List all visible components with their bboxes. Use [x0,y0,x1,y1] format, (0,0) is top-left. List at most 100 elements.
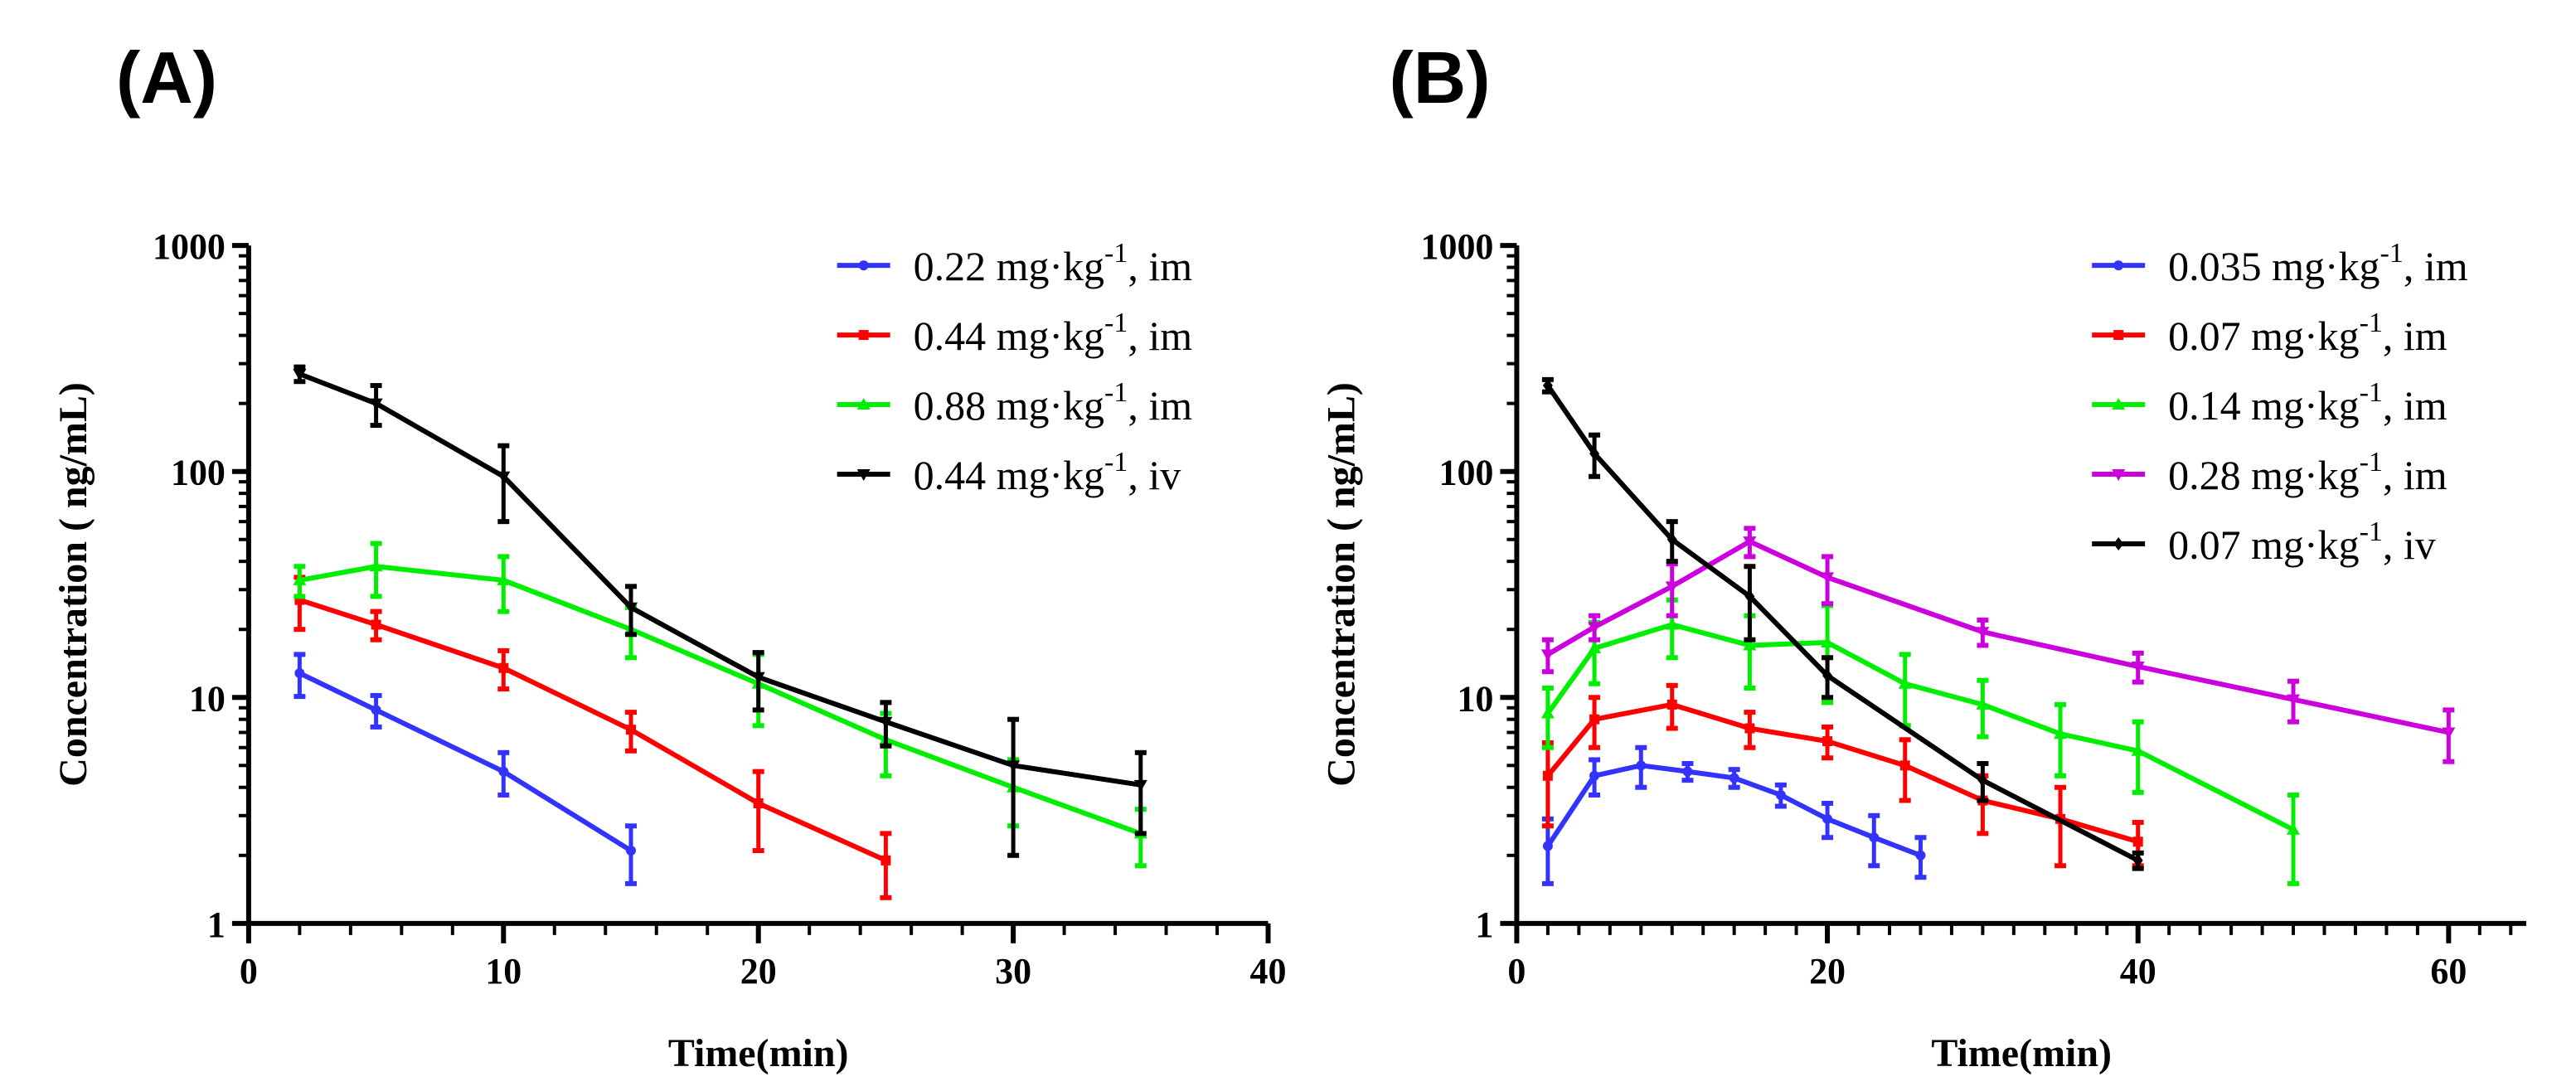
data-point [1540,649,1555,662]
data-point [858,260,869,271]
series-line [298,597,887,863]
data-point [1682,766,1693,777]
x-axis-label: Time(min) [1931,1031,2112,1075]
data-point [1822,736,1833,747]
x-tick-label: 20 [1809,951,1846,992]
data-point [2054,727,2068,739]
data-point [294,668,305,679]
data-point [1821,572,1835,584]
data-point [369,398,383,410]
data-point [1542,770,1553,781]
legend-entry: 0.14 mg·kg-1, im [2092,377,2447,429]
data-point [1821,636,1835,648]
y-tick-label: 1 [1475,904,1493,945]
legend-label: 0.07 mg·kg-1, im [2168,308,2447,359]
legend-label: 0.44 mg·kg-1, im [914,308,1193,359]
y-tick-label: 100 [1438,453,1493,493]
series-4 [293,364,1147,858]
panel-label: (A) [116,36,217,119]
series-4 [1540,526,2456,764]
data-point [1744,723,1755,734]
legend-entry: 0.035 mg·kg-1, im [2092,238,2468,289]
series-2 [1541,682,2144,869]
x-tick-label: 10 [485,951,522,992]
data-point [879,716,893,729]
legend-entry: 0.22 mg·kg-1, im [837,238,1192,289]
data-point [294,594,305,605]
data-point [1665,581,1679,594]
x-tick-label: 40 [1250,951,1287,992]
legend-label: 0.035 mg·kg-1, im [2168,238,2468,289]
data-point [858,330,869,341]
data-point [1589,770,1600,781]
data-point [2112,469,2126,482]
data-point [371,705,381,715]
data-point [2287,694,2301,706]
data-point [1915,850,1926,861]
data-point [1977,773,1988,788]
data-point [1899,760,1910,771]
y-tick-label: 100 [171,453,226,493]
data-point [293,573,307,585]
y-tick-label: 1000 [153,226,226,267]
data-point [1822,813,1833,824]
series-3 [293,541,1147,869]
data-point [1743,536,1757,549]
legend-entry: 0.07 mg·kg-1, iv [2092,516,2436,568]
data-point [293,369,307,381]
data-point [1898,676,1912,689]
data-point [1744,589,1755,604]
panel-a: (A) 1 10 100 1000 0 10 20 30 40 Time(min) Concentra… [51,36,1287,1075]
data-point [1729,773,1739,783]
data-point [2113,537,2124,550]
data-point [1007,760,1021,773]
data-point [1976,697,1990,710]
y-axis-label: Concentration ( ng/mL) [51,382,95,787]
series-line [298,371,1142,788]
data-point [856,398,871,410]
series-line [298,564,1142,836]
data-point [2113,260,2124,271]
x-tick-label: 30 [995,951,1031,992]
data-point [1822,668,1833,682]
y-tick-label: 10 [1457,678,1493,719]
y-axis-label: Concentration ( ng/mL) [1319,382,1363,787]
x-tick-label: 0 [1507,951,1526,992]
data-point [497,573,511,585]
x-tick-label: 60 [2430,951,2467,992]
data-point [369,560,383,572]
series-line [1545,701,2139,845]
legend-entry: 0.44 mg·kg-1, iv [837,447,1181,498]
data-point [856,469,871,482]
data-point [2287,822,2301,835]
data-point [2113,330,2124,341]
data-point [1666,699,1677,710]
y-tick-label: 1000 [1420,226,1493,267]
legend-label: 0.07 mg·kg-1, iv [2168,516,2436,568]
data-point [751,672,765,684]
series-line [298,671,633,853]
data-point [2131,662,2145,674]
data-point [1588,622,1602,634]
legend-entry: 0.44 mg·kg-1, im [837,308,1193,359]
data-point [753,798,764,808]
series-5 [1541,376,2144,871]
panel-b: (B) 1 10 100 1000 0 20 40 60 Time(min) Concentrati… [1319,36,2527,1075]
data-point [2442,727,2456,739]
data-point [1540,706,1555,719]
data-point [498,766,509,777]
data-point [1589,447,1600,461]
series-2 [293,575,892,900]
data-point [1636,760,1647,771]
data-point [624,602,638,614]
data-point [880,855,891,866]
legend-entry: 0.88 mg·kg-1, im [837,377,1192,429]
data-point [1542,379,1553,393]
legend-label: 0.28 mg·kg-1, im [2168,447,2447,498]
legend-label: 0.44 mg·kg-1, iv [914,447,1181,498]
x-tick-label: 0 [240,951,258,992]
data-point [2112,398,2126,410]
data-point [1665,618,1679,630]
legend-entry: 0.28 mg·kg-1, im [2092,447,2447,498]
data-point [1588,641,1602,653]
